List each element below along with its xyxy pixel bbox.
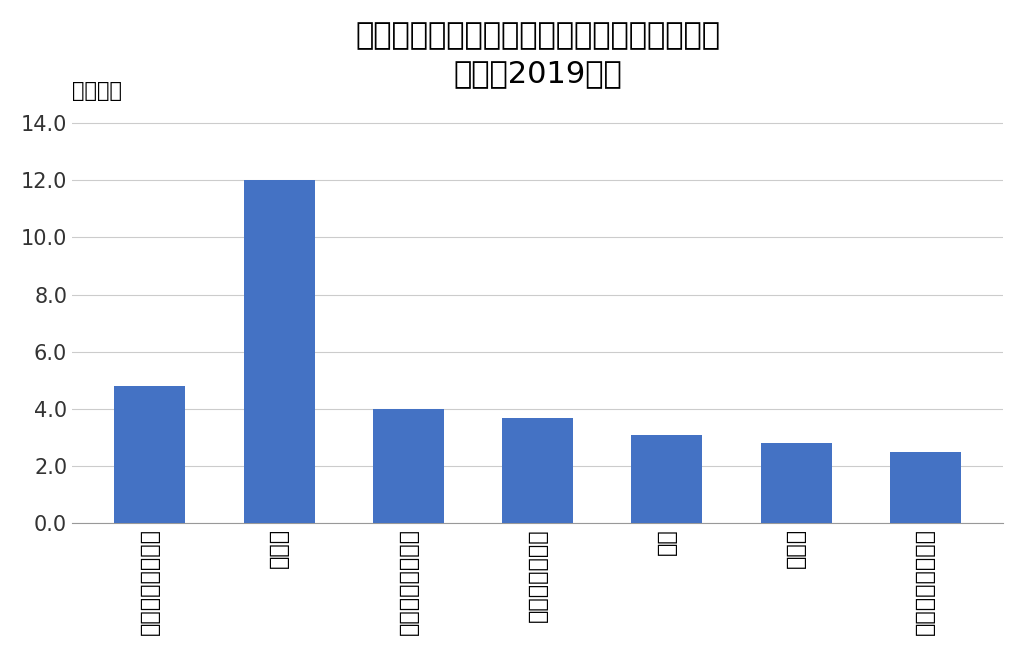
Bar [761,443,831,523]
Bar [890,452,961,523]
Bar [502,418,573,523]
Title: 訪日外国人旅行消費額と主要品目別輸出額の
比較（2019年）: 訪日外国人旅行消費額と主要品目別輸出額の 比較（2019年） [355,21,720,88]
Text: （兆円）: （兆円） [72,81,122,100]
Bar [244,180,314,523]
Bar [115,386,185,523]
Bar [632,435,702,523]
Bar [373,409,444,523]
